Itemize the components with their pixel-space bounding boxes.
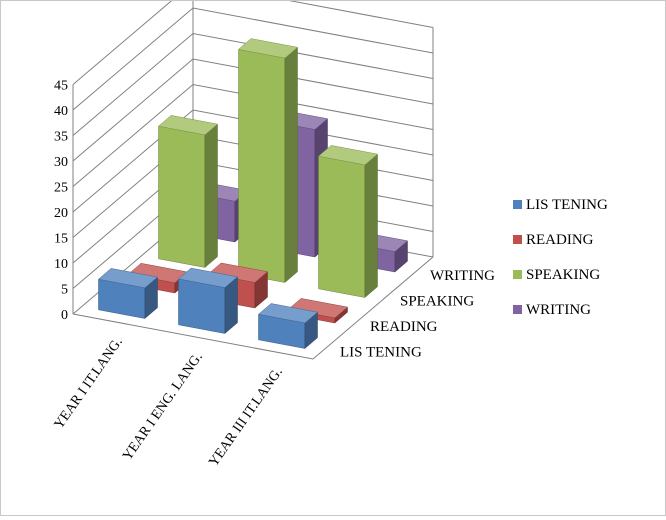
bar-top-face <box>177 267 239 288</box>
depth-axis-label: LIS TENING <box>340 344 422 360</box>
bar-top-face <box>257 303 319 324</box>
bar <box>237 38 299 284</box>
legend-swatch <box>513 235 522 244</box>
y-tick-label: 10 <box>54 257 68 272</box>
y-tick-label: 35 <box>54 130 68 145</box>
y-tick-label: 20 <box>54 206 68 221</box>
legend-label: SPEAKING <box>526 267 600 283</box>
bar-top-face <box>317 145 379 166</box>
gridline <box>72 0 434 85</box>
y-tick-label: 45 <box>54 79 68 94</box>
category-label: YEAR I IT.LANG. <box>52 335 126 432</box>
depth-axis-label: READING <box>370 319 438 335</box>
bar-front-face <box>178 278 226 334</box>
bars <box>97 38 409 350</box>
depth-axis-label: SPEAKING <box>400 293 474 309</box>
legend: LIS TENING READING SPEAKING WRITING <box>513 197 608 318</box>
bar-top-face <box>97 268 159 289</box>
y-tick-label: 15 <box>54 232 68 247</box>
bar-top-face <box>157 115 219 136</box>
bar-top-face <box>287 298 349 319</box>
y-tick-label: 0 <box>61 308 68 323</box>
legend-swatch <box>513 270 522 279</box>
bar-top-face <box>207 262 269 283</box>
bar-front-face <box>318 155 366 298</box>
legend-swatch <box>513 200 522 209</box>
bar <box>157 115 219 269</box>
legend-label: READING <box>526 232 594 248</box>
bar-side-face <box>204 123 218 269</box>
bar-top-face <box>237 38 299 59</box>
bar <box>97 268 159 320</box>
y-tick-label: 25 <box>54 181 68 196</box>
bar <box>257 303 319 350</box>
y-tick-label: 40 <box>54 104 68 119</box>
bar-front-face <box>238 49 286 283</box>
bar <box>317 145 379 299</box>
bar-side-face <box>364 153 378 299</box>
legend-label: LIS TENING <box>526 197 608 213</box>
gridlines <box>72 0 434 360</box>
depth-axis-label: WRITING <box>430 268 495 284</box>
legend-label: WRITING <box>526 302 591 318</box>
bar-side-face <box>284 46 298 284</box>
legend-swatch <box>513 305 522 314</box>
y-tick-label: 5 <box>61 283 68 298</box>
category-label: YEAR I ENG. LANG. <box>120 350 206 463</box>
category-label: YEAR III IT.LANG. <box>206 365 285 470</box>
floor-edge <box>72 256 434 360</box>
bar <box>177 267 239 335</box>
bar-front-face <box>158 125 206 268</box>
y-tick-label: 30 <box>54 155 68 170</box>
